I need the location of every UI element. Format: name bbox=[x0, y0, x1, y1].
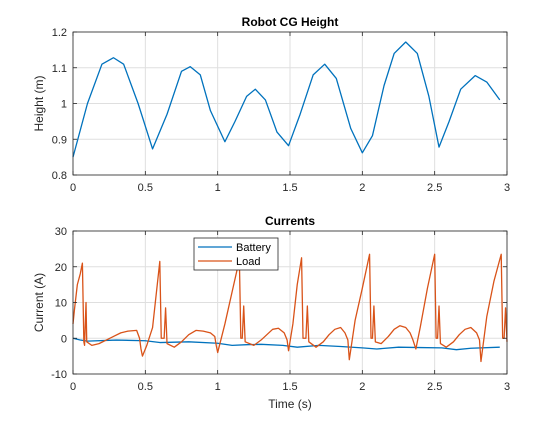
y-tick-label: 30 bbox=[55, 226, 67, 238]
x-tick-label: 0 bbox=[70, 381, 76, 393]
y-tick-label: -10 bbox=[51, 369, 67, 381]
y-axis-label: Current (A) bbox=[32, 273, 46, 332]
series-line-1 bbox=[72, 41, 501, 158]
x-tick-label: 2 bbox=[359, 381, 365, 393]
legend-label-battery: Battery bbox=[236, 242, 271, 254]
height-axes: 0 0.5 1 1.5 2 2.5 3 0.8 0.9 1 1.1 1.2 Robot CG Heigh… bbox=[32, 15, 510, 194]
x-tick-label: 0.5 bbox=[138, 182, 153, 194]
y-tick-label: 1.2 bbox=[52, 27, 67, 39]
y-tick-label: 0.9 bbox=[52, 134, 67, 146]
y-tick-label: 1.1 bbox=[52, 63, 67, 75]
y-tick-label: 20 bbox=[55, 262, 67, 274]
y-axis-label: Height (m) bbox=[32, 75, 46, 131]
y-tick-label: 0 bbox=[61, 333, 67, 345]
legend: Battery Load bbox=[193, 237, 279, 271]
y-tick-label: 10 bbox=[55, 298, 67, 310]
x-tick-label: 0 bbox=[70, 182, 76, 194]
chart-title: Robot CG Height bbox=[242, 15, 339, 29]
x-tick-label: 1.5 bbox=[282, 381, 297, 393]
y-tick-label: 0.8 bbox=[52, 170, 67, 182]
x-tick-label: 2 bbox=[359, 182, 365, 194]
x-tick-label: 0.5 bbox=[138, 381, 153, 393]
legend-box bbox=[193, 237, 279, 271]
series-line-battery bbox=[72, 337, 500, 351]
x-tick-label: 2.5 bbox=[427, 381, 442, 393]
legend-label-load: Load bbox=[236, 256, 260, 268]
x-tick-label: 1 bbox=[215, 182, 221, 194]
x-tick-label: 3 bbox=[504, 182, 510, 194]
y-tick-label: 1 bbox=[61, 99, 67, 111]
x-tick-label: 1 bbox=[215, 381, 221, 393]
chart-title: Currents bbox=[265, 214, 315, 228]
x-tick-label: 1.5 bbox=[282, 182, 297, 194]
x-tick-label: 3 bbox=[504, 381, 510, 393]
x-tick-label: 2.5 bbox=[427, 182, 442, 194]
x-axis-label: Time (s) bbox=[268, 397, 312, 411]
series-line-load bbox=[72, 253, 508, 363]
